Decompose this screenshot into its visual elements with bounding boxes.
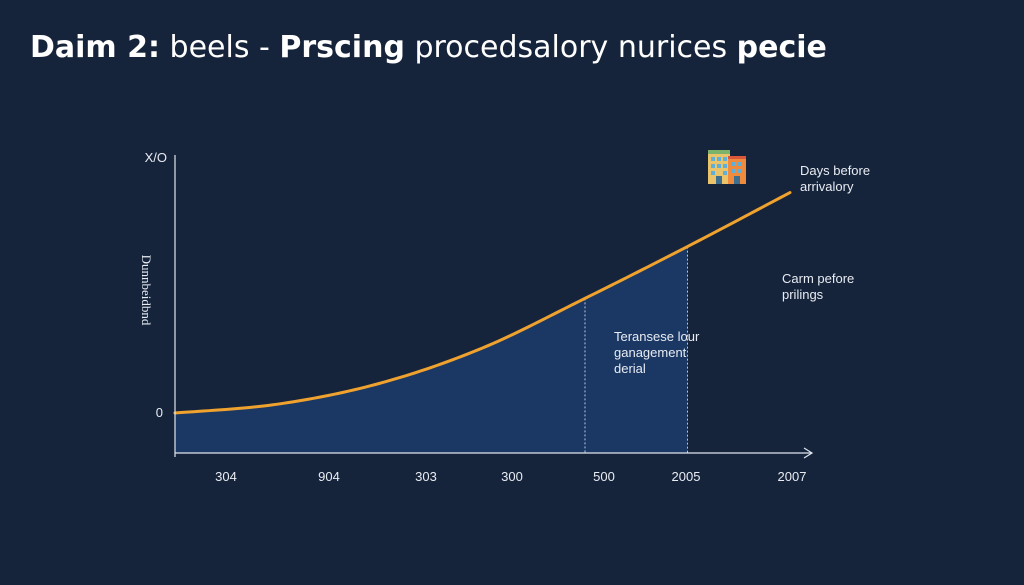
annotation-carm-pefore-line1: Carm pefore xyxy=(782,271,855,286)
title-bold-2: Prscing xyxy=(279,30,405,65)
x-tick-label: 304 xyxy=(215,469,237,484)
y-axis-top-label: X/O xyxy=(145,150,167,165)
annotation-management: Teransese lour ganagement derial xyxy=(614,329,699,377)
title-bold-1: Daim 2: xyxy=(30,30,161,65)
annotation-carm-pefore-line2: prilings xyxy=(782,287,824,302)
x-axis-arrow xyxy=(803,447,814,459)
series-line xyxy=(173,191,792,415)
y-axis-label: Dunnbeidbnd xyxy=(139,254,154,326)
x-tick-label: 300 xyxy=(501,469,523,484)
annotation-management-line3: derial xyxy=(614,361,646,376)
title-bold-3: pecie xyxy=(736,30,827,65)
x-tick-label: 500 xyxy=(593,469,615,484)
x-tick-label: 904 xyxy=(318,469,340,484)
hotel-building-icon xyxy=(708,150,746,184)
annotation-days-before-line1: Days before xyxy=(800,163,871,178)
annotation-days-before: Days before arrivalory xyxy=(800,163,870,195)
annotation-management-line1: Teransese lour xyxy=(614,329,700,344)
x-tick-label: 2005 xyxy=(672,469,701,484)
title-light-1: beels - xyxy=(160,30,280,65)
annotation-management-line2: ganagement xyxy=(614,345,687,360)
y-axis-zero-label: 0 xyxy=(156,405,163,420)
annotation-carm-pefore: Carm pefore prilings xyxy=(782,271,854,303)
title-light-2: procedsalory nurices xyxy=(404,30,737,65)
annotation-days-before-line2: arrivalory xyxy=(800,179,854,194)
x-tick-label: 303 xyxy=(415,469,437,484)
area-fill xyxy=(175,246,688,453)
x-tick-label: 2007 xyxy=(778,469,807,484)
page-title: Daim 2: beels - Prscing procedsalory nur… xyxy=(30,30,827,65)
